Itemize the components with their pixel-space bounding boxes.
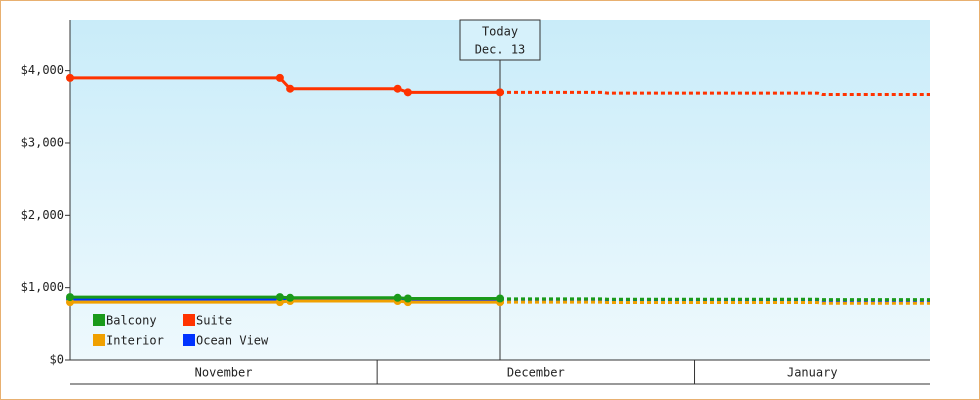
legend-swatch (93, 314, 105, 326)
price-point (275, 293, 284, 302)
forecast-line (500, 300, 930, 305)
price-line (70, 295, 500, 301)
price-line (70, 76, 500, 94)
forecast-line (500, 297, 930, 302)
price-line (70, 299, 500, 304)
month-label: December (507, 366, 565, 380)
legend-swatch (183, 314, 195, 326)
price-point (286, 293, 295, 302)
month-label: January (787, 366, 838, 380)
price-point (286, 84, 295, 93)
legend-swatch (183, 334, 195, 346)
price-point (66, 73, 74, 82)
today-date: Dec. 13 (475, 43, 526, 57)
legend-label: Suite (196, 314, 232, 328)
month-label: November (195, 366, 253, 380)
y-tick-label: $2,000 (21, 208, 64, 222)
price-point (393, 84, 402, 93)
price-point (496, 294, 504, 303)
legend-label: Ocean View (196, 334, 269, 348)
y-tick-label: $0 (50, 353, 64, 367)
price-point (496, 88, 504, 97)
legend-swatch (93, 334, 105, 346)
price-point (275, 73, 284, 82)
forecast-line (500, 90, 930, 97)
legend-label: Interior (106, 334, 164, 348)
price-point (393, 293, 402, 302)
price-point (66, 293, 74, 302)
y-tick-label: $4,000 (21, 63, 64, 77)
today-label: Today (482, 25, 518, 39)
y-tick-label: $3,000 (21, 135, 64, 149)
price-point (403, 88, 412, 97)
y-tick-label: $1,000 (21, 280, 64, 294)
today-box (459, 19, 541, 61)
legend-label: Balcony (106, 314, 157, 328)
price-point (403, 294, 412, 303)
